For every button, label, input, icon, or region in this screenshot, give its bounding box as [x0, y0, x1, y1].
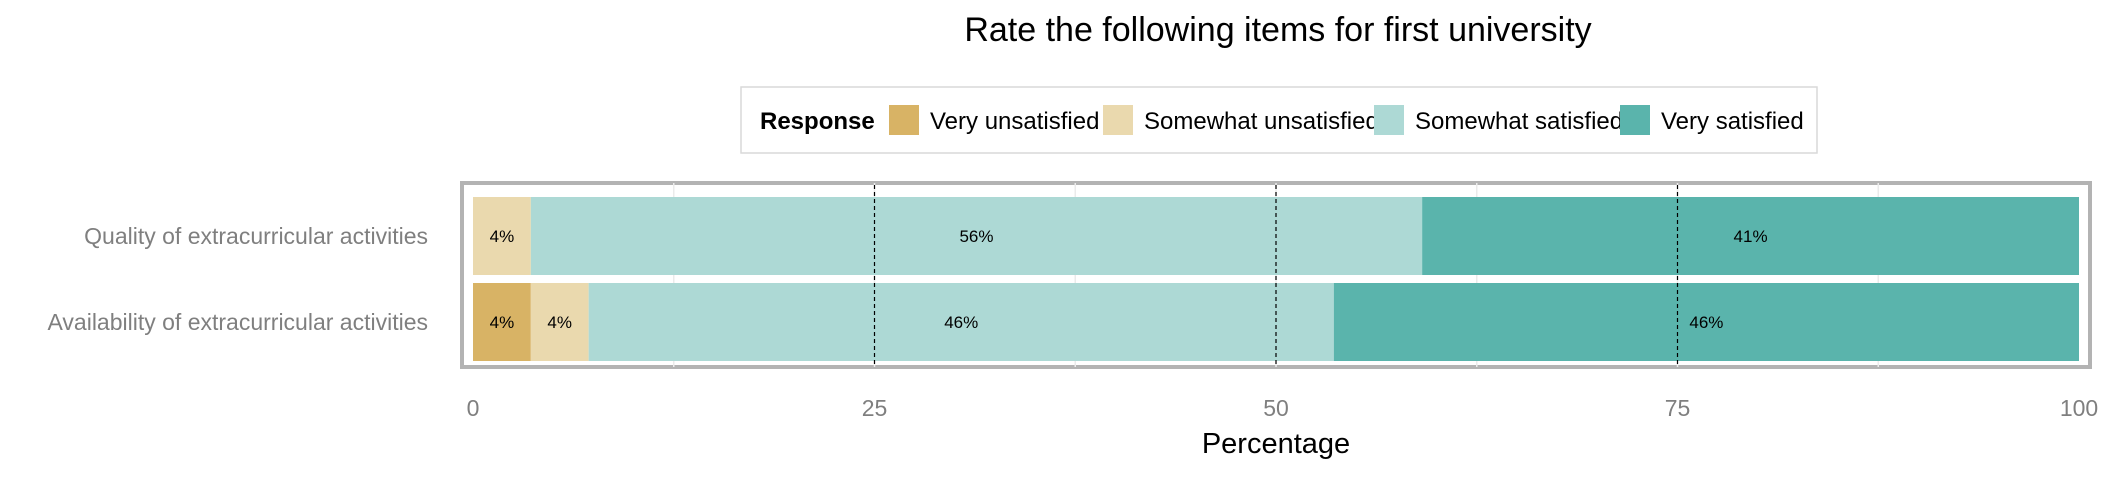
x-tick-label: 100: [2060, 395, 2098, 421]
bar-segment: [473, 283, 531, 361]
x-tick-label: 0: [467, 395, 480, 421]
data-label: 46%: [1689, 313, 1723, 332]
bar-segment: [1333, 283, 2079, 361]
category-label: Quality of extracurricular activities: [84, 223, 428, 249]
legend-key-0: [889, 105, 919, 135]
legend-entry-2: Somewhat satisfied: [1415, 108, 1623, 135]
legend-entry-0: Very unsatisfied: [930, 108, 1099, 135]
bar-segment: [530, 197, 1423, 275]
bar-segment: [473, 197, 531, 275]
legend-key-3: [1620, 105, 1650, 135]
x-tick-label: 25: [862, 395, 888, 421]
bar-segment: [588, 283, 1334, 361]
data-label: 4%: [547, 313, 572, 332]
bar-segment: [1422, 197, 2079, 275]
legend-key-2: [1374, 105, 1404, 135]
x-tick-label: 50: [1263, 395, 1289, 421]
data-label: 4%: [490, 313, 515, 332]
x-axis-title: Percentage: [1202, 428, 1350, 460]
data-label: 46%: [944, 313, 978, 332]
legend-title: Response: [760, 108, 875, 135]
data-label: 41%: [1734, 227, 1768, 246]
chart-title: Rate the following items for first unive…: [964, 11, 1591, 49]
data-label: 4%: [490, 227, 515, 246]
legend-key-1: [1103, 105, 1133, 135]
legend-entry-1: Somewhat unsatisfied: [1144, 108, 1379, 135]
x-tick-label: 75: [1665, 395, 1691, 421]
data-label: 56%: [959, 227, 993, 246]
bar-segment: [530, 283, 589, 361]
category-label: Availability of extracurricular activiti…: [48, 309, 429, 335]
legend-entry-3: Very satisfied: [1661, 108, 1804, 135]
